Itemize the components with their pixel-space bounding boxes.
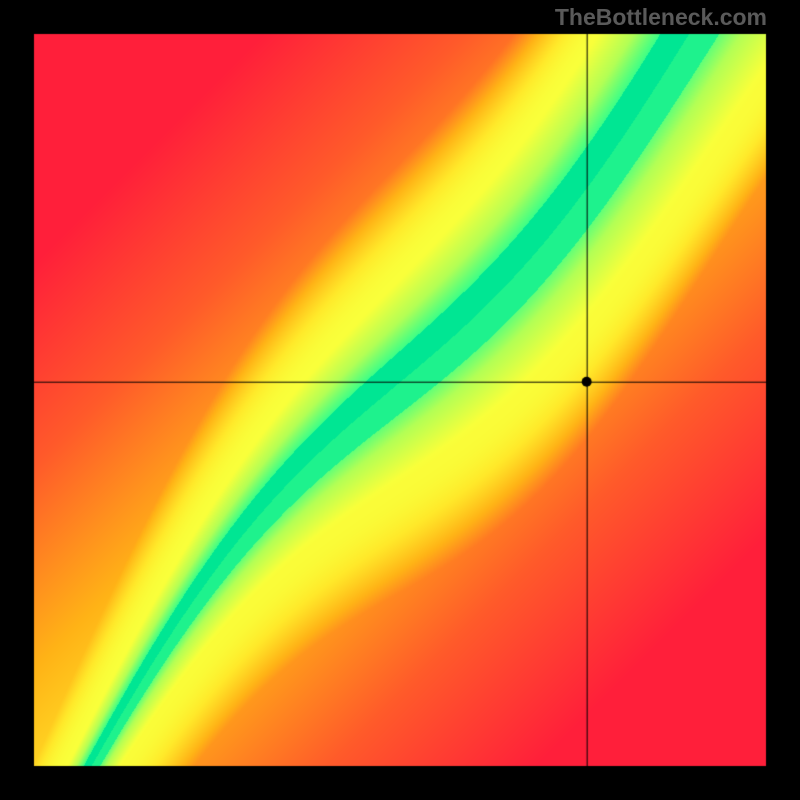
chart-container: TheBottleneck.com	[0, 0, 800, 800]
bottleneck-heatmap	[0, 0, 800, 800]
watermark-text: TheBottleneck.com	[555, 4, 767, 31]
